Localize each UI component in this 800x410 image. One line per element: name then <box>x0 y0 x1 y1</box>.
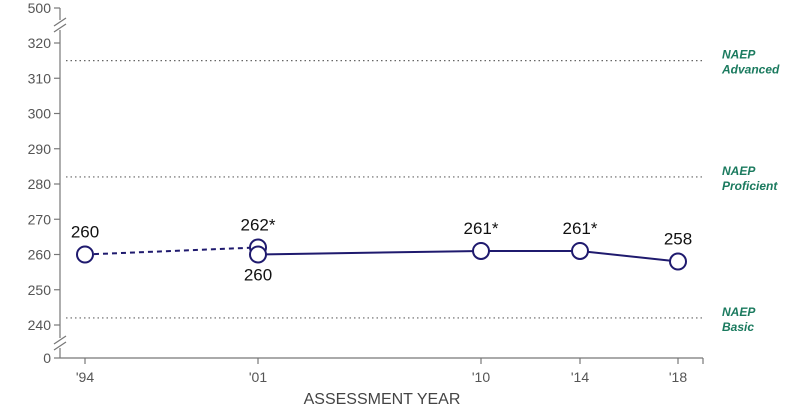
axes: 240 250 260 270 280 290 300 310 320 500 0 '94 '01 '10… <box>28 0 704 385</box>
reference-label: Basic <box>722 320 754 334</box>
data-point <box>472 241 490 260</box>
reference-label: NAEP <box>722 164 756 178</box>
x-tick-label: '10 <box>472 369 490 385</box>
series-line <box>257 249 679 263</box>
reference-label: NAEP <box>722 48 756 62</box>
data-label: 261* <box>563 219 598 238</box>
reference-label: Advanced <box>721 63 780 77</box>
y-tick-label: 310 <box>28 70 52 86</box>
x-tick-label: '94 <box>76 369 94 385</box>
data-label: 261* <box>464 219 499 238</box>
data-label: 260 <box>71 223 99 242</box>
data-point <box>669 252 687 271</box>
x-tick-label: '01 <box>249 369 267 385</box>
y-tick-label: 300 <box>28 106 52 122</box>
data-label: 258 <box>664 230 692 249</box>
axis-break-mark <box>53 23 67 33</box>
x-tick-label: '14 <box>571 369 589 385</box>
y-tick-label: 250 <box>28 282 52 298</box>
axis-break-mark <box>53 17 67 27</box>
axis-break-mark <box>53 341 67 351</box>
y-tick-label: 0 <box>43 350 51 366</box>
y-tick-label: 280 <box>28 176 52 192</box>
series-line <box>84 246 259 256</box>
y-tick-label: 290 <box>28 141 52 157</box>
data-point <box>571 241 589 260</box>
reference-label: Proficient <box>722 179 778 193</box>
y-tick-label: 240 <box>28 317 52 333</box>
data-label: 262* <box>241 215 276 234</box>
data-point <box>249 245 267 264</box>
data-point <box>76 245 94 264</box>
data-label: 260 <box>244 266 272 285</box>
y-tick-label: 500 <box>28 0 52 16</box>
data-labels: 260 262* 260 261* 261* 258 <box>71 215 692 284</box>
x-axis-title: ASSESSMENT YEAR <box>304 391 461 408</box>
x-tick-label: '18 <box>669 369 687 385</box>
y-tick-label: 260 <box>28 247 52 263</box>
y-tick-label: 320 <box>28 35 52 51</box>
y-tick-label: 270 <box>28 211 52 227</box>
axis-break-mark <box>53 335 67 345</box>
reference-label: NAEP <box>722 305 756 319</box>
series-lines <box>84 246 679 263</box>
